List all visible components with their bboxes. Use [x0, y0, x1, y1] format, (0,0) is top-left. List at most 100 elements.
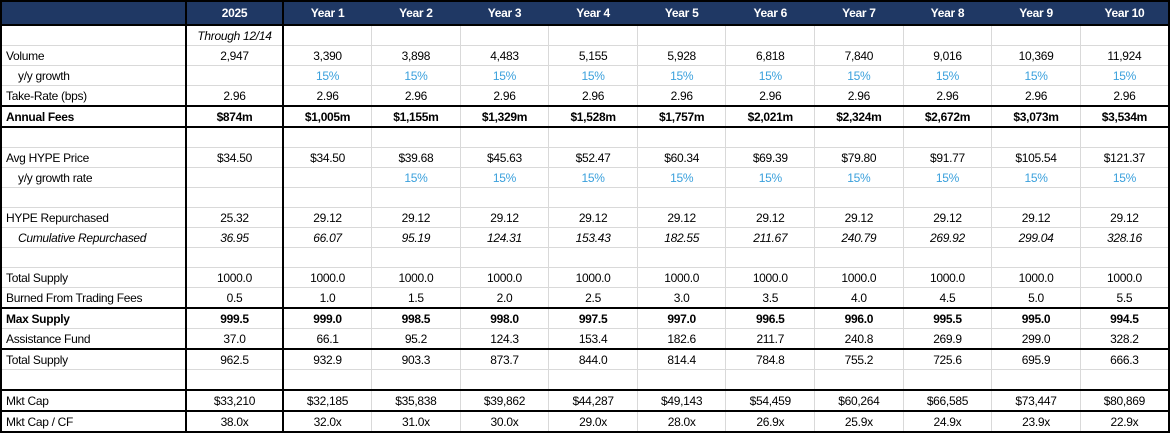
cell[interactable]: $1,155m: [371, 105, 461, 128]
cell[interactable]: 1000.0: [186, 267, 284, 288]
cell[interactable]: 25.32: [186, 207, 284, 228]
cell[interactable]: 15%: [903, 167, 993, 188]
cell[interactable]: [903, 127, 993, 148]
cell[interactable]: [283, 369, 373, 391]
cell[interactable]: [283, 127, 373, 148]
cell[interactable]: 299.0: [991, 328, 1081, 350]
cell[interactable]: 998.5: [371, 307, 461, 329]
cell[interactable]: 153.43: [548, 227, 638, 248]
cell[interactable]: 269.9: [903, 328, 993, 350]
cell[interactable]: 153.4: [548, 328, 638, 350]
cell[interactable]: 814.4: [637, 348, 727, 370]
cell[interactable]: [814, 25, 904, 46]
cell[interactable]: [814, 369, 904, 391]
cell[interactable]: $35,838: [371, 389, 461, 412]
cell[interactable]: 15%: [460, 167, 550, 188]
cell[interactable]: 269.92: [903, 227, 993, 248]
cell[interactable]: 182.6: [637, 328, 727, 350]
cell[interactable]: [460, 25, 550, 46]
cell[interactable]: 2.96: [1080, 85, 1170, 107]
cell[interactable]: 211.7: [725, 328, 816, 350]
cell[interactable]: $66,585: [903, 389, 993, 412]
cell[interactable]: [1080, 369, 1170, 391]
cell[interactable]: [371, 247, 461, 268]
cell[interactable]: 15%: [283, 65, 373, 86]
cell[interactable]: $80,869: [1080, 389, 1170, 412]
cell[interactable]: [1080, 127, 1170, 148]
cell[interactable]: 29.12: [460, 207, 550, 228]
cell[interactable]: 2.96: [637, 85, 727, 107]
cell[interactable]: 1000.0: [1080, 267, 1170, 288]
cell[interactable]: 1000.0: [460, 267, 550, 288]
cell[interactable]: 996.0: [814, 307, 904, 329]
cell[interactable]: [637, 127, 727, 148]
cell[interactable]: [725, 247, 816, 268]
cell[interactable]: $3,534m: [1080, 105, 1170, 128]
cell[interactable]: 2.96: [991, 85, 1081, 107]
cell[interactable]: 1000.0: [814, 267, 904, 288]
cell[interactable]: $52.47: [548, 147, 638, 168]
cell[interactable]: 2.96: [548, 85, 638, 107]
cell[interactable]: 15%: [1080, 65, 1170, 86]
cell[interactable]: [371, 369, 461, 391]
cell[interactable]: 962.5: [186, 348, 284, 370]
cell[interactable]: [991, 247, 1081, 268]
cell[interactable]: 29.12: [991, 207, 1081, 228]
cell[interactable]: [186, 65, 284, 86]
cell[interactable]: [186, 187, 284, 208]
cell[interactable]: $91.77: [903, 147, 993, 168]
cell[interactable]: 37.0: [186, 328, 284, 350]
cell[interactable]: [637, 247, 727, 268]
cell[interactable]: 1.0: [283, 287, 373, 309]
cell[interactable]: 29.12: [283, 207, 373, 228]
cell[interactable]: 10,369: [991, 45, 1081, 66]
cell[interactable]: 15%: [725, 65, 816, 86]
cell[interactable]: $1,329m: [460, 105, 550, 128]
cell[interactable]: 124.31: [460, 227, 550, 248]
cell[interactable]: 994.5: [1080, 307, 1170, 329]
cell[interactable]: 903.3: [371, 348, 461, 370]
cell[interactable]: 29.12: [1080, 207, 1170, 228]
cell[interactable]: [371, 127, 461, 148]
cell[interactable]: 997.0: [637, 307, 727, 329]
cell[interactable]: 999.5: [186, 307, 284, 329]
cell[interactable]: [991, 127, 1081, 148]
cell[interactable]: 2.96: [460, 85, 550, 107]
cell[interactable]: 11,924: [1080, 45, 1170, 66]
cell[interactable]: 124.3: [460, 328, 550, 350]
cell[interactable]: 3,390: [283, 45, 373, 66]
cell[interactable]: 29.12: [903, 207, 993, 228]
cell[interactable]: 5,155: [548, 45, 638, 66]
cell[interactable]: 29.12: [548, 207, 638, 228]
cell[interactable]: 2.96: [725, 85, 816, 107]
cell[interactable]: 240.79: [814, 227, 904, 248]
cell[interactable]: 995.5: [903, 307, 993, 329]
cell[interactable]: $60.34: [637, 147, 727, 168]
cell[interactable]: $105.54: [991, 147, 1081, 168]
cell[interactable]: 2.5: [548, 287, 638, 309]
cell[interactable]: 5,928: [637, 45, 727, 66]
cell[interactable]: 1000.0: [371, 267, 461, 288]
cell[interactable]: $1,757m: [637, 105, 727, 128]
cell[interactable]: 0.5: [186, 287, 284, 309]
cell[interactable]: $44,287: [548, 389, 638, 412]
cell[interactable]: 3,898: [371, 45, 461, 66]
cell[interactable]: [991, 187, 1081, 208]
cell[interactable]: 1000.0: [991, 267, 1081, 288]
cell[interactable]: 15%: [903, 65, 993, 86]
cell[interactable]: [548, 127, 638, 148]
cell[interactable]: 15%: [725, 167, 816, 188]
cell[interactable]: [283, 187, 373, 208]
cell[interactable]: 844.0: [548, 348, 638, 370]
cell[interactable]: [1080, 25, 1170, 46]
cell[interactable]: 4.5: [903, 287, 993, 309]
cell[interactable]: [283, 25, 373, 46]
cell[interactable]: [460, 187, 550, 208]
cell[interactable]: $2,672m: [903, 105, 993, 128]
cell[interactable]: 95.2: [371, 328, 461, 350]
cell[interactable]: 6,818: [725, 45, 816, 66]
cell[interactable]: 3.0: [637, 287, 727, 309]
cell[interactable]: 15%: [814, 167, 904, 188]
cell[interactable]: $121.37: [1080, 147, 1170, 168]
cell[interactable]: [283, 167, 373, 188]
